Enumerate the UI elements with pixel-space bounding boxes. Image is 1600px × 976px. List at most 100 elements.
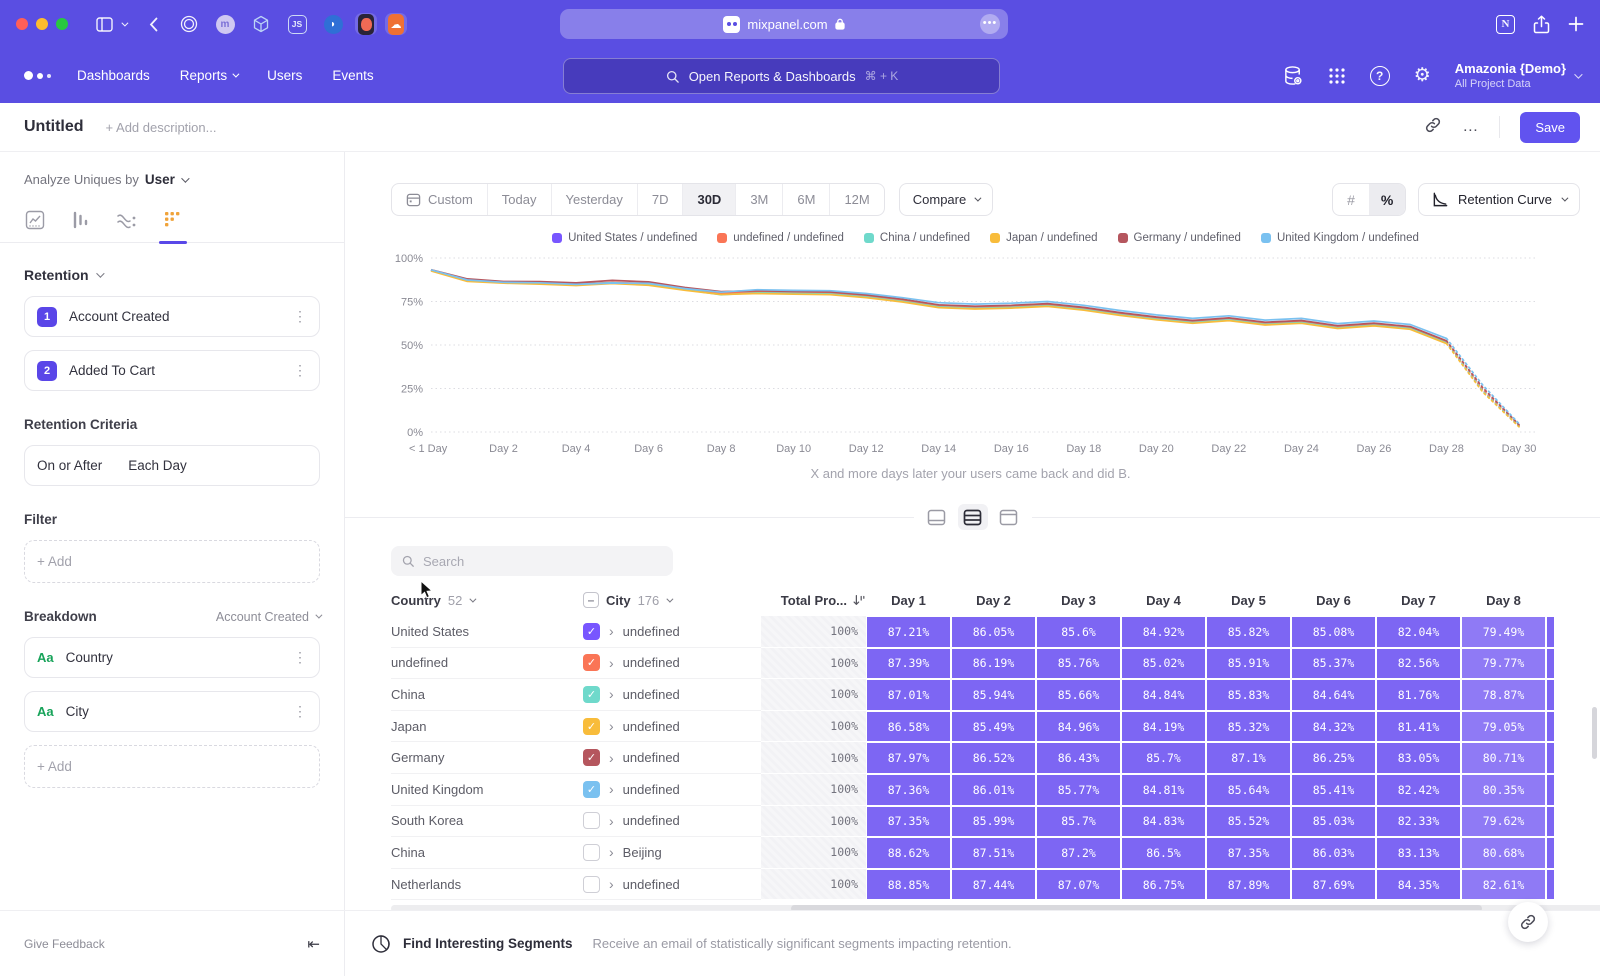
retention-cell[interactable]: 86.05% xyxy=(952,617,1035,647)
table-search-input[interactable]: Search xyxy=(391,546,673,576)
retention-cell[interactable]: 82.56% xyxy=(1377,649,1460,679)
retention-cell[interactable]: 84.32% xyxy=(1292,712,1375,742)
retention-cell[interactable]: 84.92% xyxy=(1122,617,1205,647)
retention-cell[interactable]: 79.62% xyxy=(1462,807,1545,837)
extension-bird-icon[interactable]: ◗ xyxy=(322,13,344,35)
retention-cell[interactable]: 87.35% xyxy=(867,807,950,837)
retention-cell[interactable]: 84.83% xyxy=(1122,807,1205,837)
column-header-total[interactable]: Total Pro... xyxy=(761,593,866,608)
retention-cell[interactable]: 87.69% xyxy=(1292,870,1375,900)
kebab-menu-icon[interactable]: ⋮ xyxy=(293,703,307,720)
retention-cell[interactable]: 85.32% xyxy=(1207,712,1290,742)
expand-row-icon[interactable]: › xyxy=(609,718,614,734)
page-actions-icon[interactable]: ••• xyxy=(980,14,1000,34)
extension-target-icon[interactable] xyxy=(178,13,200,35)
retention-cell[interactable]: 82.33% xyxy=(1377,807,1460,837)
retention-cell[interactable]: 87.35% xyxy=(1207,838,1290,868)
column-header-day-8[interactable]: Day 8 xyxy=(1461,593,1546,608)
retention-cell[interactable]: 80.71% xyxy=(1462,743,1545,773)
retention-cell[interactable]: 85.7% xyxy=(1122,743,1205,773)
help-icon[interactable]: ? xyxy=(1370,66,1390,86)
row-checkbox[interactable] xyxy=(583,844,600,861)
retention-section-label[interactable]: Retention xyxy=(24,267,89,283)
column-header-day-1[interactable]: Day 1 xyxy=(866,593,951,608)
retention-cell[interactable]: 85.94% xyxy=(952,680,1035,710)
retention-cell[interactable]: 87.21% xyxy=(867,617,950,647)
expand-row-icon[interactable]: › xyxy=(609,686,614,702)
retention-cell[interactable]: 87.1% xyxy=(1207,743,1290,773)
analyze-value[interactable]: User xyxy=(145,172,175,187)
retention-cell[interactable]: 85.08% xyxy=(1292,617,1375,647)
extension-js-icon[interactable]: JS xyxy=(286,13,308,35)
range-today[interactable]: Today xyxy=(488,184,552,215)
report-title[interactable]: Untitled xyxy=(24,118,84,136)
retention-cell[interactable]: 79.05% xyxy=(1462,712,1545,742)
table-only-view-button[interactable] xyxy=(994,504,1024,530)
retention-cell[interactable]: 84.35% xyxy=(1377,870,1460,900)
retention-cell[interactable]: 87.07% xyxy=(1037,870,1120,900)
row-checkbox[interactable] xyxy=(583,876,600,893)
retention-cell[interactable]: 85.7% xyxy=(1037,807,1120,837)
retention-cell[interactable]: 82.42% xyxy=(1377,775,1460,805)
retention-cell[interactable]: 85.82% xyxy=(1207,617,1290,647)
expand-row-icon[interactable]: › xyxy=(609,876,614,892)
chart-only-view-button[interactable] xyxy=(922,504,952,530)
retention-cell[interactable]: 85.02% xyxy=(1122,649,1205,679)
retention-cell[interactable]: 86.75% xyxy=(1122,870,1205,900)
retention-cell[interactable]: 82.61% xyxy=(1462,870,1545,900)
notion-extension-icon[interactable]: N xyxy=(1496,15,1515,34)
retention-cell[interactable]: 80.68% xyxy=(1462,838,1545,868)
legend-item[interactable]: China / undefined xyxy=(864,232,970,244)
retention-cell[interactable]: 85.41% xyxy=(1292,775,1375,805)
criteria-mode[interactable]: On or After xyxy=(37,458,102,473)
minimize-window-button[interactable] xyxy=(36,18,48,30)
retention-cell[interactable]: 87.2% xyxy=(1037,838,1120,868)
expand-row-icon[interactable]: › xyxy=(609,844,614,860)
retention-cell[interactable]: 82.04% xyxy=(1377,617,1460,647)
retention-cell[interactable]: 86.52% xyxy=(952,743,1035,773)
nav-link-dashboards[interactable]: Dashboards xyxy=(77,68,150,83)
legend-item[interactable]: United Kingdom / undefined xyxy=(1261,232,1419,244)
column-header-day-5[interactable]: Day 5 xyxy=(1206,593,1291,608)
column-header-country[interactable]: Country 52 xyxy=(391,593,583,608)
criteria-interval[interactable]: Each Day xyxy=(128,458,187,473)
row-checkbox[interactable]: ✓ xyxy=(583,654,600,671)
retention-cell[interactable]: 87.97% xyxy=(867,743,950,773)
retention-step-2[interactable]: 2Added To Cart⋮ xyxy=(24,350,320,391)
expand-row-icon[interactable]: › xyxy=(609,623,614,639)
retention-cell[interactable]: 88.62% xyxy=(867,838,950,868)
kebab-menu-icon[interactable]: ⋮ xyxy=(293,308,307,325)
retention-cell[interactable]: 85.76% xyxy=(1037,649,1120,679)
expand-row-icon[interactable]: › xyxy=(609,781,614,797)
retention-cell[interactable]: 87.51% xyxy=(952,838,1035,868)
mixpanel-logo[interactable] xyxy=(24,71,51,80)
row-checkbox[interactable]: ✓ xyxy=(583,686,600,703)
extension-soundcloud-icon[interactable]: ☁ xyxy=(385,13,407,35)
save-button[interactable]: Save xyxy=(1520,112,1580,143)
tab-retention[interactable] xyxy=(162,209,184,231)
retention-cell[interactable]: 87.44% xyxy=(952,870,1035,900)
column-header-day-7[interactable]: Day 7 xyxy=(1376,593,1461,608)
retention-cell[interactable]: 86.19% xyxy=(952,649,1035,679)
row-checkbox[interactable]: ✓ xyxy=(583,749,600,766)
retention-cell[interactable]: 80.35% xyxy=(1462,775,1545,805)
retention-cell[interactable]: 85.64% xyxy=(1207,775,1290,805)
copy-link-icon[interactable] xyxy=(1424,116,1442,139)
retention-cell[interactable]: 85.83% xyxy=(1207,680,1290,710)
breakdown-scope-selector[interactable]: Account Created xyxy=(216,610,320,624)
give-feedback-link[interactable]: Give Feedback xyxy=(24,937,105,951)
row-checkbox[interactable]: ✓ xyxy=(583,718,600,735)
column-header-city[interactable]: – City 176 xyxy=(583,592,761,608)
kebab-menu-icon[interactable]: ⋮ xyxy=(293,362,307,379)
close-window-button[interactable] xyxy=(16,18,28,30)
retention-cell[interactable]: 85.77% xyxy=(1037,775,1120,805)
retention-cell[interactable]: 86.5% xyxy=(1122,838,1205,868)
range-12m[interactable]: 12M xyxy=(830,184,883,215)
legend-item[interactable]: United States / undefined xyxy=(552,232,697,244)
retention-cell[interactable]: 79.49% xyxy=(1462,617,1545,647)
address-bar[interactable]: mixpanel.com ••• xyxy=(560,9,1008,39)
retention-cell[interactable]: 84.19% xyxy=(1122,712,1205,742)
row-checkbox[interactable]: ✓ xyxy=(583,781,600,798)
add-breakdown-button[interactable]: + Add xyxy=(24,745,320,788)
extension-m-icon[interactable]: m xyxy=(214,13,236,35)
